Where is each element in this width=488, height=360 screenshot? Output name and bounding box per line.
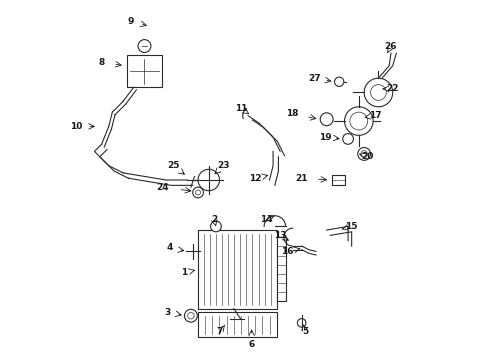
Text: 24: 24: [156, 183, 168, 192]
Text: 27: 27: [307, 74, 320, 83]
Text: 9: 9: [127, 17, 133, 26]
Text: 18: 18: [286, 109, 298, 118]
Circle shape: [138, 40, 151, 53]
Circle shape: [349, 112, 367, 130]
Circle shape: [184, 309, 197, 322]
Text: 5: 5: [302, 327, 308, 336]
Bar: [198, 230, 276, 309]
Circle shape: [334, 77, 343, 86]
Circle shape: [357, 148, 370, 160]
Text: 16: 16: [281, 247, 293, 256]
Circle shape: [297, 319, 305, 327]
Text: 6: 6: [248, 340, 254, 349]
Circle shape: [195, 190, 200, 195]
Circle shape: [370, 85, 386, 100]
Circle shape: [210, 221, 221, 232]
Text: 11: 11: [234, 104, 246, 113]
Circle shape: [187, 312, 194, 319]
Text: 3: 3: [164, 308, 170, 317]
Circle shape: [198, 169, 219, 191]
Text: 14: 14: [259, 215, 272, 224]
Text: 19: 19: [318, 132, 330, 141]
Text: 7: 7: [216, 327, 222, 336]
Text: 22: 22: [386, 84, 398, 93]
Bar: [198, 312, 276, 337]
Circle shape: [192, 187, 203, 198]
Circle shape: [364, 78, 392, 107]
Text: 23: 23: [216, 161, 229, 170]
Text: 25: 25: [166, 161, 179, 170]
Circle shape: [342, 134, 353, 144]
Text: 12: 12: [248, 174, 261, 183]
Circle shape: [344, 107, 372, 135]
Text: 15: 15: [345, 222, 357, 231]
Text: 10: 10: [70, 122, 82, 131]
Circle shape: [320, 113, 332, 126]
Bar: [276, 237, 285, 301]
Text: 20: 20: [361, 152, 373, 161]
Text: 17: 17: [368, 111, 381, 120]
Text: 2: 2: [211, 215, 217, 224]
FancyBboxPatch shape: [126, 55, 162, 87]
Circle shape: [360, 151, 366, 157]
Text: 21: 21: [295, 174, 307, 183]
Text: 13: 13: [273, 231, 286, 240]
Text: 1: 1: [180, 268, 186, 277]
Text: 8: 8: [98, 58, 104, 67]
Text: 26: 26: [384, 41, 396, 50]
Text: 4: 4: [166, 243, 172, 252]
